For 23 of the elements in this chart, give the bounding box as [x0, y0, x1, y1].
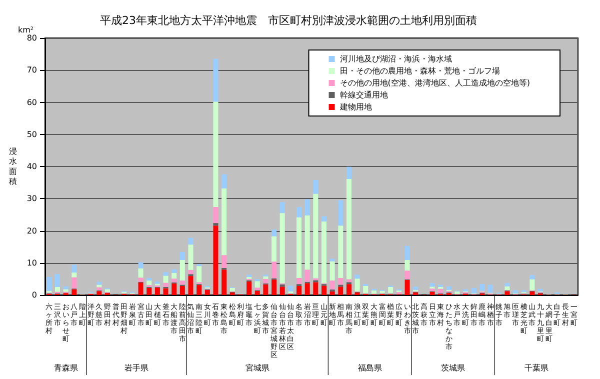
text: 福島県	[358, 364, 382, 372]
text: 宮城県	[245, 364, 270, 372]
legend-label: 田・その他の農用地・森林・荒地・ゴルフ場	[340, 66, 500, 76]
legend-label: 幹線交通用地	[340, 90, 388, 100]
text: 茨城県	[441, 364, 466, 372]
y-tick-label: 60	[26, 98, 37, 107]
y-tick-label: 0	[32, 290, 37, 300]
y-tick-label: 30	[26, 194, 37, 204]
text: 千葉県	[524, 364, 548, 372]
legend-label: 建物用地	[338, 102, 372, 112]
legend-label: 河川地及び湖沼・海浜・海水域	[340, 54, 452, 64]
text: 青森県	[54, 364, 78, 372]
legend-label: その他の用地(空港、港湾地区、人工造成地の空地等)	[340, 78, 530, 88]
chart-title: 平成23年東北地方太平洋沖地震 市区町村別津波浸水範囲の土地利用別面積	[100, 14, 477, 27]
y-tick-label: 70	[26, 66, 37, 75]
y-tick-label: 10	[26, 258, 37, 268]
y-axis-title: 浸水面積	[9, 147, 17, 186]
y-tick-label: 80	[26, 34, 37, 42]
y-tick-label: 50	[26, 130, 37, 139]
y-tick-label: 20	[26, 226, 37, 236]
y-tick-label: 40	[26, 162, 37, 171]
text: 岩手県	[124, 364, 149, 372]
text: km²	[18, 26, 34, 34]
